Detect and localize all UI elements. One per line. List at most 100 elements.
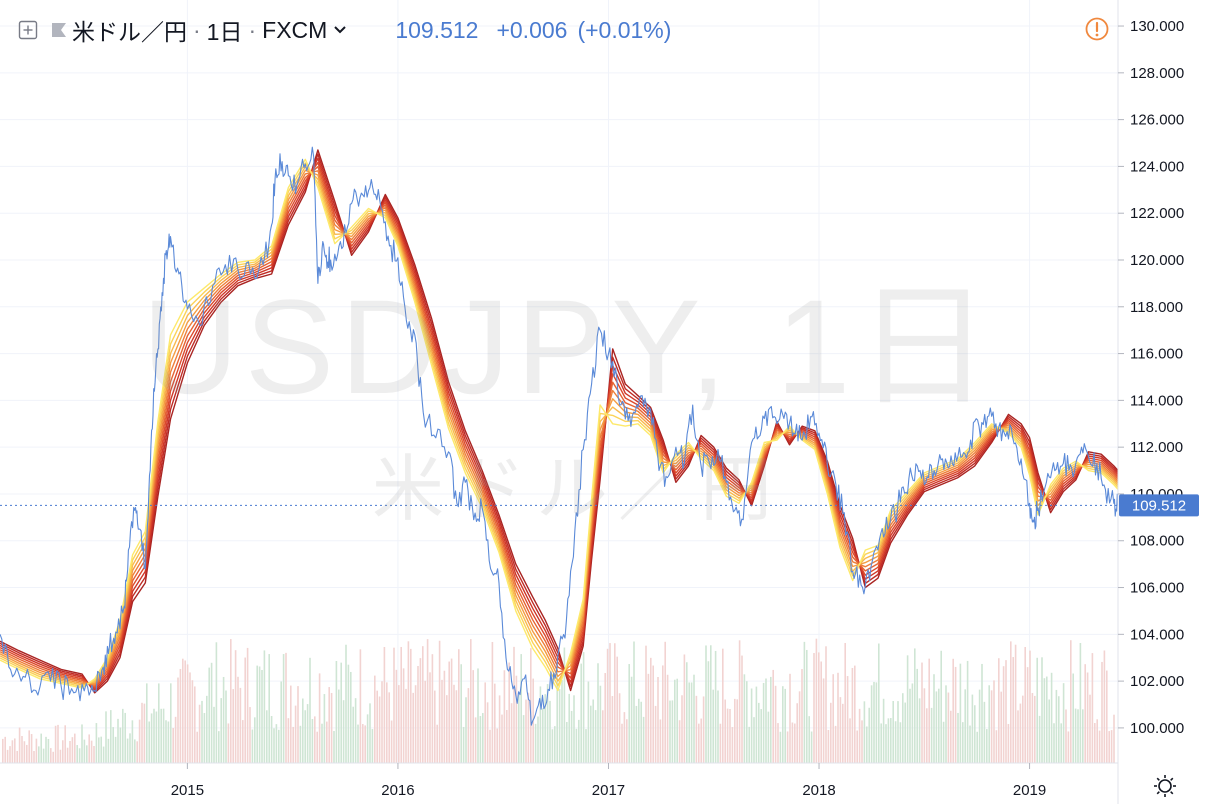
interval-label[interactable]: 1日 bbox=[206, 19, 243, 45]
volume-bar bbox=[1103, 650, 1106, 763]
x-tick-label: 2017 bbox=[592, 782, 625, 799]
volume-bar bbox=[26, 744, 28, 763]
volume-bar bbox=[220, 698, 222, 763]
volume-bar bbox=[986, 729, 988, 763]
volume-bar bbox=[388, 692, 390, 763]
volume-bar bbox=[299, 725, 302, 763]
settings-button[interactable] bbox=[1154, 775, 1176, 797]
volume-bar bbox=[52, 751, 54, 763]
volume-bar bbox=[1000, 691, 1002, 763]
volume-bar bbox=[599, 685, 602, 763]
volume-bar bbox=[86, 745, 88, 763]
volume-bar bbox=[210, 662, 213, 763]
symbol-name[interactable]: 米ドル／円 bbox=[72, 19, 187, 45]
volume-bar bbox=[813, 653, 815, 763]
volume-bar bbox=[345, 644, 347, 763]
volume-bar bbox=[818, 652, 820, 763]
volume-bar bbox=[880, 723, 882, 763]
volume-bar bbox=[383, 646, 386, 763]
volume-bar bbox=[412, 692, 414, 763]
y-tick-label: 120.000 bbox=[1130, 252, 1184, 269]
volume-bar bbox=[926, 708, 928, 763]
flag-icon[interactable] bbox=[50, 21, 68, 39]
volume-bar bbox=[645, 645, 647, 763]
volume-bar bbox=[340, 662, 342, 763]
volume-bar bbox=[1091, 653, 1094, 763]
volume-bar bbox=[1026, 667, 1029, 763]
volume-bar bbox=[602, 710, 604, 763]
volume-bar bbox=[909, 688, 911, 763]
exchange-label[interactable]: FXCM bbox=[262, 16, 328, 43]
volume-bar bbox=[712, 689, 714, 763]
volume-bar bbox=[410, 648, 412, 763]
volume-bar bbox=[246, 647, 249, 763]
volume-bar bbox=[863, 701, 866, 763]
volume-bar bbox=[911, 683, 914, 763]
volume-bar bbox=[664, 641, 666, 763]
volume-bar bbox=[671, 700, 674, 763]
volume-bar bbox=[407, 641, 410, 763]
x-tick-label: 2018 bbox=[802, 782, 835, 799]
volume-bar bbox=[940, 650, 942, 763]
y-tick-label: 124.000 bbox=[1130, 158, 1184, 175]
volume-bar bbox=[777, 723, 779, 763]
volume-bar bbox=[894, 721, 897, 763]
volume-bar bbox=[33, 751, 35, 763]
volume-bar bbox=[784, 688, 786, 763]
volume-bar bbox=[873, 681, 875, 763]
volume-bar bbox=[585, 729, 587, 763]
volume-bar bbox=[261, 669, 263, 763]
volume-bar bbox=[386, 682, 388, 763]
volume-bar bbox=[1094, 723, 1096, 763]
volume-bar bbox=[990, 690, 993, 763]
volume-bar bbox=[885, 724, 887, 763]
volume-bar bbox=[155, 711, 158, 763]
x-tick-label: 2016 bbox=[381, 782, 414, 799]
volume-bar bbox=[525, 699, 527, 763]
volume-bar bbox=[753, 717, 755, 763]
volume-bar bbox=[669, 700, 671, 763]
volume-bar bbox=[402, 668, 405, 763]
volume-bar bbox=[676, 678, 678, 763]
volume-bar bbox=[1022, 695, 1024, 763]
volume-bar bbox=[947, 692, 950, 763]
volume-bar bbox=[760, 709, 762, 763]
volume-bar bbox=[590, 705, 592, 763]
last-price-marker: 109.512 bbox=[0, 494, 1199, 517]
volume-bar bbox=[222, 676, 225, 763]
volume-bar bbox=[774, 685, 777, 763]
volume-bar bbox=[189, 672, 191, 763]
volume-bar bbox=[1034, 695, 1036, 763]
chevron-down-icon[interactable] bbox=[333, 25, 347, 35]
volume-bar bbox=[1046, 676, 1048, 763]
time-axis[interactable]: 2015 2016 2017 2018 2019 bbox=[171, 763, 1047, 799]
volume-bar bbox=[868, 707, 870, 763]
volume-bar bbox=[993, 680, 995, 763]
volume-bar bbox=[198, 704, 201, 763]
volume-bar bbox=[338, 689, 340, 763]
volume-bar bbox=[825, 646, 827, 763]
warning-circle-icon[interactable] bbox=[1084, 16, 1110, 42]
volume-bar bbox=[263, 650, 266, 763]
volume-bar bbox=[227, 723, 230, 763]
volume-bar bbox=[129, 733, 131, 763]
plus-box-icon[interactable] bbox=[18, 20, 38, 40]
volume-bar bbox=[482, 713, 484, 763]
volume-bar bbox=[808, 716, 810, 763]
volume-bar bbox=[1019, 703, 1022, 763]
volume-bar bbox=[369, 703, 371, 763]
volume-bar bbox=[508, 662, 510, 763]
y-tick-label: 106.000 bbox=[1130, 580, 1184, 597]
volume-bar bbox=[474, 717, 477, 763]
volume-bar bbox=[194, 686, 196, 763]
x-tick-label: 2019 bbox=[1013, 782, 1046, 799]
volume-bar bbox=[570, 710, 573, 763]
volume-bar bbox=[674, 679, 676, 763]
volume-bar bbox=[98, 737, 100, 763]
volume-bar bbox=[69, 740, 71, 763]
volume-bar bbox=[554, 726, 556, 763]
volume-bar bbox=[275, 724, 278, 763]
volume-bar bbox=[1005, 660, 1007, 763]
